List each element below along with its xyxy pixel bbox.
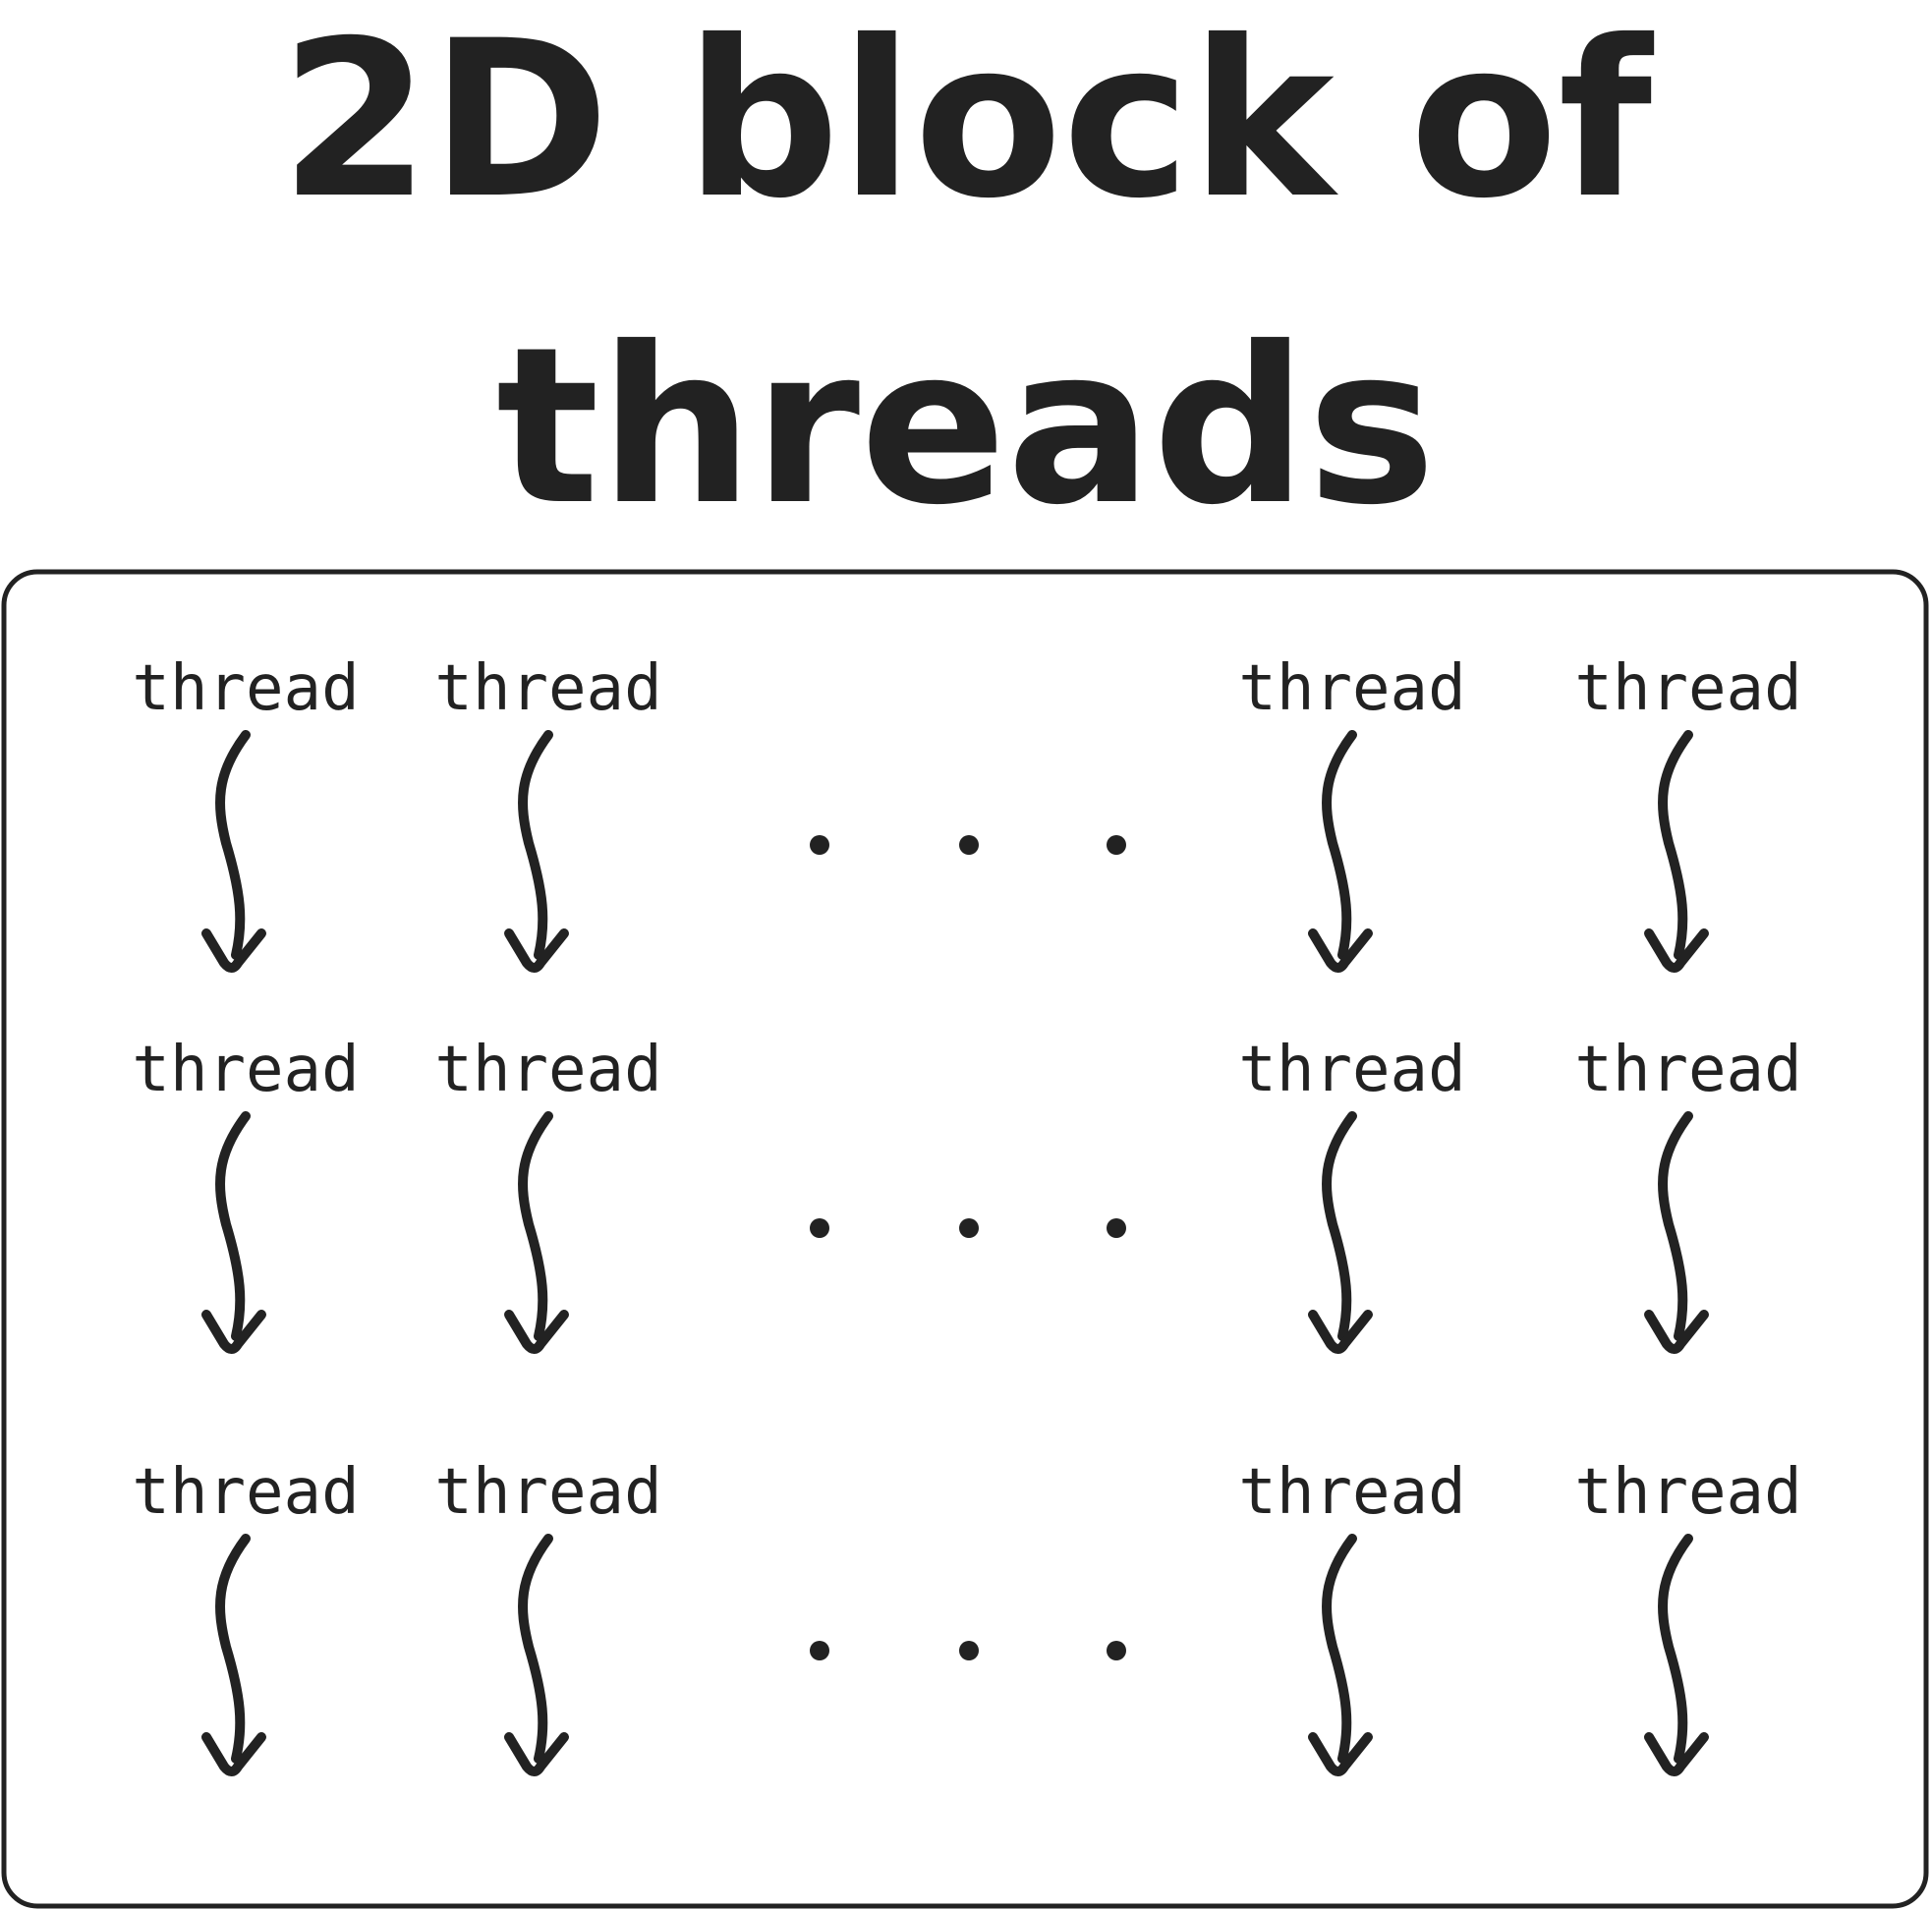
arrow-head (1644, 1310, 1709, 1354)
thread-item: thread (132, 1034, 360, 1354)
thread-label: thread (1574, 1456, 1801, 1529)
thread-row: thread thread thread thread (132, 1034, 1802, 1354)
ellipsis-dot (810, 1218, 829, 1238)
ellipsis-dot (959, 835, 979, 855)
arrow-head (1644, 1732, 1709, 1776)
thread-row: thread thread thread thread (132, 652, 1802, 973)
thread-arrow (1322, 1534, 1357, 1764)
thread-label: thread (1574, 652, 1801, 725)
title-line-2: threads (496, 301, 1436, 552)
ellipsis-dot (959, 1218, 979, 1238)
thread-item: thread (1238, 1456, 1466, 1776)
thread-row: thread thread thread thread (132, 1456, 1802, 1776)
thread-arrow (518, 1111, 553, 1341)
ellipsis-dot (810, 835, 829, 855)
arrow-head (201, 928, 266, 973)
thread-label: thread (1238, 1034, 1465, 1106)
arrow-head (504, 1732, 569, 1776)
arrow-head (1308, 928, 1373, 973)
ellipsis-dot (1107, 835, 1126, 855)
thread-label: thread (1238, 652, 1465, 725)
thread-arrow (518, 1534, 553, 1764)
thread-label: thread (434, 1034, 661, 1106)
thread-arrow (1322, 730, 1357, 960)
thread-item: thread (1238, 652, 1466, 973)
ellipsis-dot (959, 1641, 979, 1660)
ellipsis-dot (1107, 1641, 1126, 1660)
thread-label: thread (132, 652, 359, 725)
title-line-1: 2D block of (280, 0, 1655, 246)
thread-arrow (215, 730, 251, 960)
thread-arrow (518, 730, 553, 960)
arrow-head (201, 1310, 266, 1354)
arrow-head (504, 928, 569, 973)
thread-item: thread (1574, 652, 1802, 973)
thread-item: thread (434, 652, 662, 973)
thread-item: thread (132, 652, 360, 973)
ellipsis-dot (810, 1641, 829, 1660)
thread-arrow (1322, 1111, 1357, 1341)
thread-label: thread (1574, 1034, 1801, 1106)
arrow-head (1644, 928, 1709, 973)
thread-label: thread (434, 1456, 661, 1529)
thread-item: thread (1574, 1034, 1802, 1354)
thread-item: thread (132, 1456, 360, 1776)
thread-arrow (215, 1534, 251, 1764)
thread-arrow (1658, 1534, 1693, 1764)
thread-arrow (1658, 1111, 1693, 1341)
thread-label: thread (434, 652, 661, 725)
block-frame (1, 569, 1929, 1909)
thread-item: thread (434, 1034, 662, 1354)
arrow-head (1308, 1732, 1373, 1776)
arrow-head (1308, 1310, 1373, 1354)
thread-item: thread (1238, 1034, 1466, 1354)
arrow-head (504, 1310, 569, 1354)
thread-arrow (215, 1111, 251, 1341)
arrow-head (201, 1732, 266, 1776)
thread-label: thread (132, 1034, 359, 1106)
thread-arrow (1658, 730, 1693, 960)
thread-label: thread (1238, 1456, 1465, 1529)
ellipsis-dot (1107, 1218, 1126, 1238)
thread-label: thread (132, 1456, 359, 1529)
thread-item: thread (434, 1456, 662, 1776)
thread-item: thread (1574, 1456, 1802, 1776)
